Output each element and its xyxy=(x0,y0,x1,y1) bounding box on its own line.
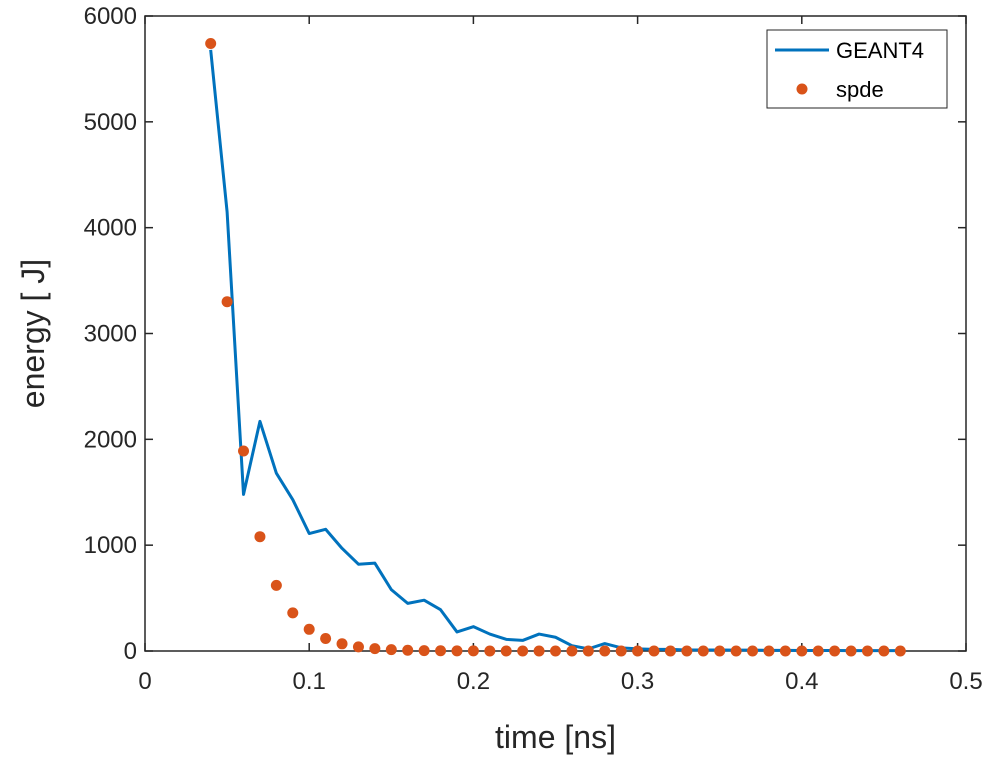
x-tick-label: 0.5 xyxy=(949,668,982,695)
data-point-spde xyxy=(270,579,282,591)
data-point-spde xyxy=(747,645,759,657)
x-tick-label: 0 xyxy=(138,668,151,695)
legend-label-geant4: GEANT4 xyxy=(836,38,924,63)
x-tick-label: 0.4 xyxy=(785,668,818,695)
x-axis: 0 0.1 0.2 0.3 0.4 0.5 xyxy=(138,16,983,695)
legend: GEANT4 spde xyxy=(766,29,948,109)
data-point-spde xyxy=(385,644,397,656)
data-point-spde xyxy=(484,645,496,657)
data-point-spde xyxy=(352,641,364,653)
data-point-spde xyxy=(320,633,332,645)
data-point-spde xyxy=(402,644,414,656)
data-point-spde xyxy=(648,645,660,657)
y-axis: 0 1000 2000 3000 4000 5000 6000 xyxy=(84,3,966,665)
data-point-spde xyxy=(205,38,217,50)
data-point-spde xyxy=(418,645,430,657)
data-point-spde xyxy=(533,645,545,657)
data-point-spde xyxy=(730,645,742,657)
data-point-spde xyxy=(632,645,644,657)
data-point-spde xyxy=(221,296,233,308)
x-tick-label: 0.2 xyxy=(457,668,490,695)
data-point-spde xyxy=(812,645,824,657)
data-point-spde xyxy=(254,531,266,543)
data-point-spde xyxy=(599,645,611,657)
legend-swatch-spde xyxy=(796,83,808,95)
data-point-spde xyxy=(467,645,479,657)
data-point-spde xyxy=(369,643,381,655)
data-point-spde xyxy=(681,645,693,657)
data-point-spde xyxy=(435,645,447,657)
data-point-spde xyxy=(894,645,906,657)
x-tick-label: 0.3 xyxy=(621,668,654,695)
y-tick-label: 5000 xyxy=(84,109,137,136)
data-point-spde xyxy=(779,645,791,657)
x-tick-label: 0.1 xyxy=(293,668,326,695)
data-point-spde xyxy=(714,645,726,657)
data-point-spde xyxy=(697,645,709,657)
data-point-spde xyxy=(238,445,250,457)
legend-label-spde: spde xyxy=(836,77,884,102)
data-point-spde xyxy=(615,645,627,657)
data-point-spde xyxy=(829,645,841,657)
plot-area xyxy=(144,15,967,652)
data-point-spde xyxy=(287,607,299,619)
data-point-spde xyxy=(566,645,578,657)
axes-box xyxy=(144,15,967,652)
data-point-spde xyxy=(796,645,808,657)
data-point-spde xyxy=(861,645,873,657)
data-point-spde xyxy=(451,645,463,657)
data-point-spde xyxy=(336,638,348,650)
data-point-spde xyxy=(517,645,529,657)
y-tick-label: 0 xyxy=(124,638,137,665)
data-point-spde xyxy=(845,645,857,657)
data-point-spde xyxy=(763,645,775,657)
data-point-spde xyxy=(664,645,676,657)
y-axis-label: energy [ J] xyxy=(15,259,51,408)
y-tick-label: 4000 xyxy=(84,215,137,242)
data-point-spde xyxy=(582,645,594,657)
y-tick-label: 1000 xyxy=(84,532,137,559)
data-point-spde xyxy=(550,645,561,657)
y-tick-label: 2000 xyxy=(84,426,137,453)
data-point-spde xyxy=(500,645,512,657)
x-axis-label: time [ns] xyxy=(495,719,616,755)
y-tick-label: 6000 xyxy=(84,3,137,30)
legend-box xyxy=(766,29,948,109)
data-point-spde xyxy=(303,623,315,635)
series-layer xyxy=(205,38,906,657)
y-tick-label: 3000 xyxy=(84,321,137,348)
data-point-spde xyxy=(878,645,890,657)
